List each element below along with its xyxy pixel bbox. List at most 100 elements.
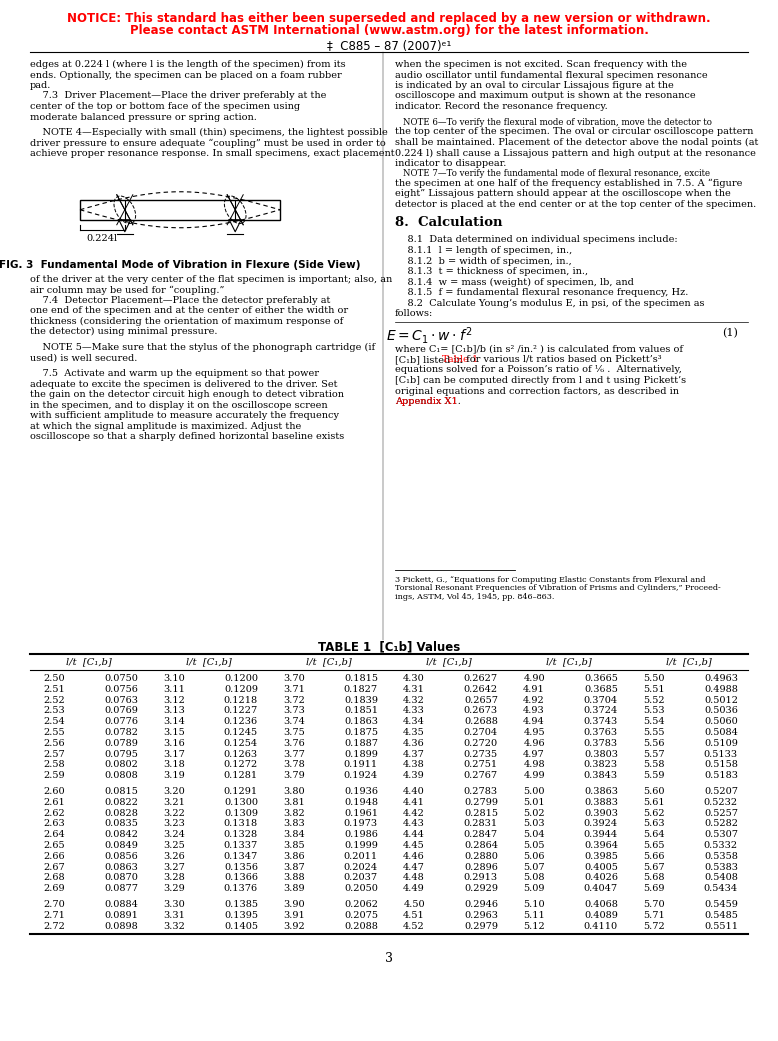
Text: [C₁b] can be computed directly from l and t using Pickett’s: [C₁b] can be computed directly from l an… <box>395 376 686 385</box>
Text: 0.4089: 0.4089 <box>584 911 618 920</box>
Text: 0.2657: 0.2657 <box>464 695 498 705</box>
Text: 0.4047: 0.4047 <box>584 884 618 893</box>
Text: adequate to excite the specimen is delivered to the driver. Set: adequate to excite the specimen is deliv… <box>30 380 338 388</box>
Text: 3.16: 3.16 <box>163 739 185 747</box>
Text: 5.58: 5.58 <box>643 760 665 769</box>
Text: 0.2704: 0.2704 <box>464 728 498 737</box>
Text: center of the top or bottom face of the specimen using: center of the top or bottom face of the … <box>30 102 300 111</box>
Text: 3.73: 3.73 <box>283 707 305 715</box>
Text: 5.07: 5.07 <box>524 863 545 871</box>
Text: Appendix X1.: Appendix X1. <box>395 397 461 406</box>
Text: 4.52: 4.52 <box>403 921 425 931</box>
Text: 0.1227: 0.1227 <box>224 707 258 715</box>
Text: 3.21: 3.21 <box>163 797 185 807</box>
Text: 0.4005: 0.4005 <box>584 863 618 871</box>
Bar <box>80 200 280 220</box>
Text: TABLE 1  [C₁b] Values: TABLE 1 [C₁b] Values <box>318 640 460 653</box>
Text: 0.1300: 0.1300 <box>224 797 258 807</box>
Text: audio oscillator until fundamental flexural specimen resonance: audio oscillator until fundamental flexu… <box>395 71 708 79</box>
Text: 3.28: 3.28 <box>163 873 185 883</box>
Text: 0.2627: 0.2627 <box>464 674 498 683</box>
Text: 0.3985: 0.3985 <box>584 852 618 861</box>
Text: ‡  C885 – 87 (2007)ᵉ¹: ‡ C885 – 87 (2007)ᵉ¹ <box>327 40 451 53</box>
Text: 0.1405: 0.1405 <box>224 921 258 931</box>
Text: 0.5511: 0.5511 <box>704 921 738 931</box>
Text: 0.2847: 0.2847 <box>464 831 498 839</box>
Text: 0.1827: 0.1827 <box>344 685 378 693</box>
Text: shall be maintained. Placement of the detector above the nodal points (at: shall be maintained. Placement of the de… <box>395 138 759 147</box>
Text: 3: 3 <box>385 953 393 965</box>
Text: 0.1347: 0.1347 <box>224 852 258 861</box>
Text: 0.1986: 0.1986 <box>344 831 378 839</box>
Text: 0.1366: 0.1366 <box>224 873 258 883</box>
Text: 5.63: 5.63 <box>643 819 665 829</box>
Text: 5.71: 5.71 <box>643 911 665 920</box>
Text: 7.5  Activate and warm up the equipment so that power: 7.5 Activate and warm up the equipment s… <box>30 370 319 378</box>
Text: 0.1815: 0.1815 <box>344 674 378 683</box>
Text: 5.02: 5.02 <box>524 809 545 817</box>
Text: 0.3803: 0.3803 <box>584 750 618 759</box>
Text: air column may be used for “coupling.”: air column may be used for “coupling.” <box>30 285 224 295</box>
Text: 3.31: 3.31 <box>163 911 185 920</box>
Text: 0.2642: 0.2642 <box>464 685 498 693</box>
Text: 0.2979: 0.2979 <box>464 921 498 931</box>
Text: 0.3763: 0.3763 <box>584 728 618 737</box>
Text: 2.51: 2.51 <box>44 685 65 693</box>
Text: 0.0828: 0.0828 <box>104 809 138 817</box>
Text: 5.67: 5.67 <box>643 863 665 871</box>
Text: 3.92: 3.92 <box>283 921 305 931</box>
Text: 2.55: 2.55 <box>44 728 65 737</box>
Text: 0.2767: 0.2767 <box>464 771 498 780</box>
Text: 7.4  Detector Placement—Place the detector preferably at: 7.4 Detector Placement—Place the detecto… <box>30 296 331 305</box>
Text: 2.70: 2.70 <box>44 900 65 909</box>
Text: NOTE 7—To verify the fundamental mode of flexural resonance, excite: NOTE 7—To verify the fundamental mode of… <box>403 170 710 178</box>
Text: 0.0763: 0.0763 <box>104 695 138 705</box>
Text: 3.86: 3.86 <box>283 852 305 861</box>
Text: 5.11: 5.11 <box>524 911 545 920</box>
Text: 0.1281: 0.1281 <box>224 771 258 780</box>
Text: NOTE 4—Especially with small (thin) specimens, the lightest possible: NOTE 4—Especially with small (thin) spec… <box>30 128 387 137</box>
Text: 2.53: 2.53 <box>44 707 65 715</box>
Text: 0.5232: 0.5232 <box>704 797 738 807</box>
Text: 0.1272: 0.1272 <box>224 760 258 769</box>
Text: 3.24: 3.24 <box>163 831 185 839</box>
Text: the specimen at one half of the frequency established in 7.5. A “figure: the specimen at one half of the frequenc… <box>395 179 742 188</box>
Text: 0.0856: 0.0856 <box>104 852 138 861</box>
Text: 0.5257: 0.5257 <box>704 809 738 817</box>
Text: the detector) using minimal pressure.: the detector) using minimal pressure. <box>30 327 218 336</box>
Text: 3.85: 3.85 <box>283 841 305 850</box>
Text: 3.84: 3.84 <box>283 831 305 839</box>
Text: 3.32: 3.32 <box>163 921 185 931</box>
Text: 0.0808: 0.0808 <box>104 771 138 780</box>
Text: 3.12: 3.12 <box>163 695 185 705</box>
Text: 2.54: 2.54 <box>44 717 65 727</box>
Text: 2.50: 2.50 <box>44 674 65 683</box>
Text: 0.2037: 0.2037 <box>344 873 378 883</box>
Text: 0.0782: 0.0782 <box>104 728 138 737</box>
Text: 0.0849: 0.0849 <box>104 841 138 850</box>
Text: 2.61: 2.61 <box>44 797 65 807</box>
Text: 3.23: 3.23 <box>163 819 185 829</box>
Text: 0.1376: 0.1376 <box>224 884 258 893</box>
Text: 2.72: 2.72 <box>43 921 65 931</box>
Text: NOTICE: This standard has either been superseded and replaced by a new version o: NOTICE: This standard has either been su… <box>67 12 711 25</box>
Text: 0.5358: 0.5358 <box>704 852 738 861</box>
Text: 5.72: 5.72 <box>643 921 665 931</box>
Text: 0.4988: 0.4988 <box>704 685 738 693</box>
Text: 0.5084: 0.5084 <box>704 728 738 737</box>
Text: 0.3964: 0.3964 <box>584 841 618 850</box>
Text: 2.60: 2.60 <box>44 787 65 796</box>
Text: 0.3665: 0.3665 <box>584 674 618 683</box>
Text: (1): (1) <box>722 328 738 338</box>
Text: 2.52: 2.52 <box>44 695 65 705</box>
Text: 8.1  Data determined on individual specimens include:: 8.1 Data determined on individual specim… <box>395 235 678 245</box>
Text: 4.33: 4.33 <box>403 707 425 715</box>
Text: 5.53: 5.53 <box>643 707 665 715</box>
Text: 8.2  Calculate Young’s modulus E, in psi, of the specimen as: 8.2 Calculate Young’s modulus E, in psi,… <box>395 299 705 307</box>
Text: 3.82: 3.82 <box>283 809 305 817</box>
Text: 3.81: 3.81 <box>283 797 305 807</box>
Text: 0.3685: 0.3685 <box>584 685 618 693</box>
Text: 0.224l: 0.224l <box>87 234 118 243</box>
Text: 0.3944: 0.3944 <box>584 831 618 839</box>
Text: the top center of the specimen. The oval or circular oscilloscope pattern: the top center of the specimen. The oval… <box>395 127 753 136</box>
